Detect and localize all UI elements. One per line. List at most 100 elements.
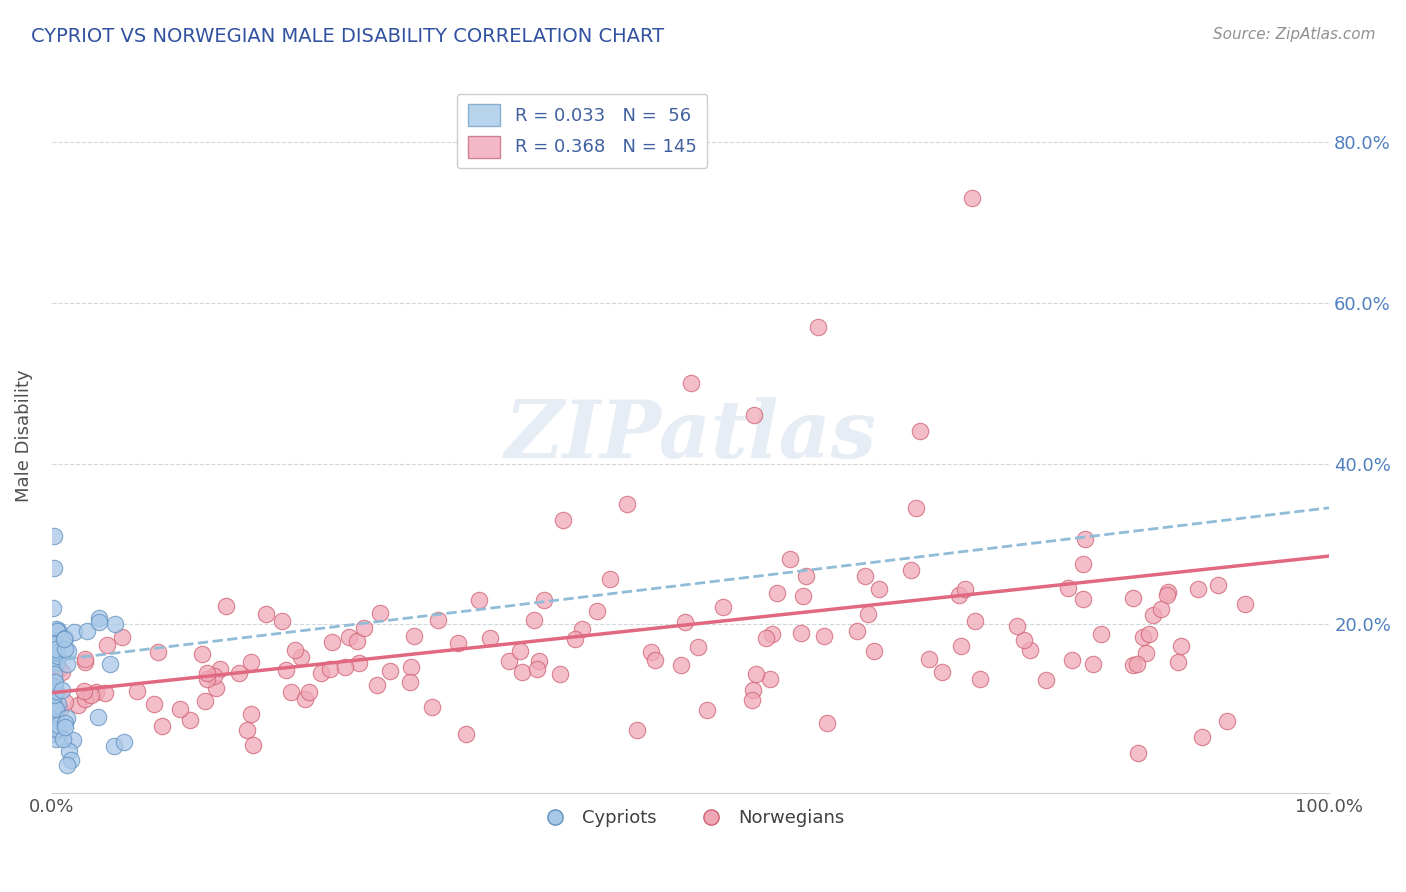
- Cypriots: [46, 697, 69, 711]
- Norwegians: [551, 513, 574, 527]
- Norwegians: [1157, 585, 1180, 599]
- Norwegians: [807, 319, 830, 334]
- Cypriots: [42, 727, 65, 741]
- Norwegians: [498, 654, 520, 668]
- Cypriots: [46, 652, 69, 666]
- Norwegians: [794, 568, 817, 582]
- Norwegians: [868, 582, 890, 596]
- Norwegians: [1150, 602, 1173, 616]
- Cypriots: [53, 641, 76, 656]
- Norwegians: [447, 636, 470, 650]
- Norwegians: [146, 645, 169, 659]
- Norwegians: [1170, 640, 1192, 654]
- Norwegians: [366, 678, 388, 692]
- Norwegians: [673, 615, 696, 629]
- Norwegians: [347, 656, 370, 670]
- Norwegians: [761, 627, 783, 641]
- Cypriots: [56, 657, 79, 671]
- Norwegians: [564, 632, 586, 646]
- Norwegians: [586, 604, 609, 618]
- Norwegians: [741, 692, 763, 706]
- Norwegians: [236, 723, 259, 738]
- Norwegians: [454, 727, 477, 741]
- Cypriots: [42, 701, 65, 715]
- Norwegians: [51, 665, 73, 679]
- Cypriots: [45, 709, 67, 723]
- Norwegians: [240, 706, 263, 721]
- Norwegians: [523, 613, 546, 627]
- Norwegians: [53, 695, 76, 709]
- Norwegians: [298, 685, 321, 699]
- Norwegians: [1135, 646, 1157, 660]
- Norwegians: [960, 191, 983, 205]
- Norwegians: [353, 621, 375, 635]
- Norwegians: [294, 691, 316, 706]
- Norwegians: [239, 655, 262, 669]
- Norwegians: [290, 650, 312, 665]
- Norwegians: [1005, 619, 1028, 633]
- Norwegians: [766, 585, 789, 599]
- Norwegians: [309, 665, 332, 680]
- Cypriots: [44, 698, 66, 713]
- Norwegians: [191, 647, 214, 661]
- Text: Source: ZipAtlas.com: Source: ZipAtlas.com: [1212, 27, 1375, 42]
- Cypriots: [53, 716, 76, 731]
- Cypriots: [46, 648, 69, 663]
- Norwegians: [94, 685, 117, 699]
- Cypriots: [44, 636, 66, 650]
- Norwegians: [1090, 627, 1112, 641]
- Norwegians: [368, 606, 391, 620]
- Cypriots: [44, 666, 66, 681]
- Norwegians: [283, 643, 305, 657]
- Cypriots: [58, 744, 80, 758]
- Cypriots: [42, 601, 65, 615]
- Cypriots: [51, 682, 73, 697]
- Cypriots: [46, 723, 69, 737]
- Cypriots: [46, 623, 69, 637]
- Norwegians: [1012, 633, 1035, 648]
- Norwegians: [84, 685, 107, 699]
- Norwegians: [599, 572, 621, 586]
- Cypriots: [76, 624, 98, 638]
- Text: CYPRIOT VS NORWEGIAN MALE DISABILITY CORRELATION CHART: CYPRIOT VS NORWEGIAN MALE DISABILITY COR…: [31, 27, 664, 45]
- Norwegians: [846, 624, 869, 639]
- Norwegians: [398, 675, 420, 690]
- Norwegians: [1125, 657, 1147, 671]
- Norwegians: [1018, 642, 1040, 657]
- Cypriots: [45, 722, 67, 736]
- Norwegians: [215, 599, 238, 613]
- Norwegians: [125, 684, 148, 698]
- Norwegians: [1216, 714, 1239, 728]
- Norwegians: [856, 607, 879, 621]
- Norwegians: [626, 723, 648, 737]
- Norwegians: [399, 660, 422, 674]
- Cypriots: [112, 734, 135, 748]
- Cypriots: [44, 529, 66, 543]
- Norwegians: [378, 664, 401, 678]
- Y-axis label: Male Disability: Male Disability: [15, 369, 32, 501]
- Cypriots: [53, 720, 76, 734]
- Norwegians: [1156, 588, 1178, 602]
- Cypriots: [42, 561, 65, 575]
- Norwegians: [616, 497, 638, 511]
- Norwegians: [1122, 591, 1144, 606]
- Norwegians: [688, 640, 710, 654]
- Norwegians: [276, 663, 298, 677]
- Norwegians: [1081, 657, 1104, 672]
- Cypriots: [53, 632, 76, 647]
- Norwegians: [755, 631, 778, 645]
- Norwegians: [48, 662, 70, 676]
- Norwegians: [271, 615, 294, 629]
- Norwegians: [254, 607, 277, 621]
- Norwegians: [900, 563, 922, 577]
- Norwegians: [759, 672, 782, 686]
- Norwegians: [1062, 653, 1084, 667]
- Norwegians: [1056, 581, 1078, 595]
- Norwegians: [1187, 582, 1209, 597]
- Norwegians: [679, 376, 702, 390]
- Norwegians: [550, 667, 572, 681]
- Norwegians: [853, 568, 876, 582]
- Norwegians: [529, 654, 551, 668]
- Norwegians: [427, 613, 450, 627]
- Norwegians: [169, 702, 191, 716]
